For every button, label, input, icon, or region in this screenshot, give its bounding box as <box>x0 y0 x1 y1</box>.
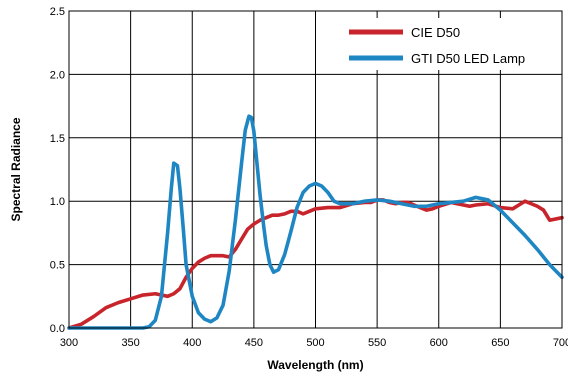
series-line-cie-d50 <box>67 198 564 330</box>
y-tick-label-1-5: 1.5 <box>50 133 65 145</box>
x-tick-label-700: 700 <box>553 337 568 349</box>
x-tick-label-300: 300 <box>60 337 78 349</box>
y-axis-title: Spectral Radiance <box>9 117 23 221</box>
y-tick-label-0-0: 0.0 <box>50 323 65 335</box>
y-tick-label-2-5: 2.5 <box>50 6 65 18</box>
y-tick-label-1-0: 1.0 <box>50 196 65 208</box>
tick-label-layer: 300 350 400 450 500 550 600 650 700 0.0 0.5 1.0 1.5 2… <box>50 6 568 349</box>
y-tick-label-0-5: 0.5 <box>50 260 65 272</box>
y-tick-label-2-0: 2.0 <box>50 69 65 81</box>
x-tick-label-550: 550 <box>368 337 386 349</box>
x-tick-label-400: 400 <box>183 337 201 349</box>
plot-frame <box>68 10 563 329</box>
x-tick-label-500: 500 <box>306 337 324 349</box>
chart-legend: CIE D50 GTI D50 LED Lamp <box>343 18 553 70</box>
legend-label-cie-d50: CIE D50 <box>411 25 460 40</box>
series-layer <box>67 114 564 330</box>
x-tick-label-650: 650 <box>491 337 509 349</box>
x-axis-title: Wavelength (nm) <box>267 358 363 372</box>
series-line-gti-d50-led-lamp <box>67 114 564 330</box>
legend-background <box>343 18 553 70</box>
x-tick-label-350: 350 <box>121 337 139 349</box>
x-tick-label-450: 450 <box>245 337 263 349</box>
legend-label-gti-d50-led-lamp: GTI D50 LED Lamp <box>411 51 525 66</box>
x-tick-label-600: 600 <box>430 337 448 349</box>
